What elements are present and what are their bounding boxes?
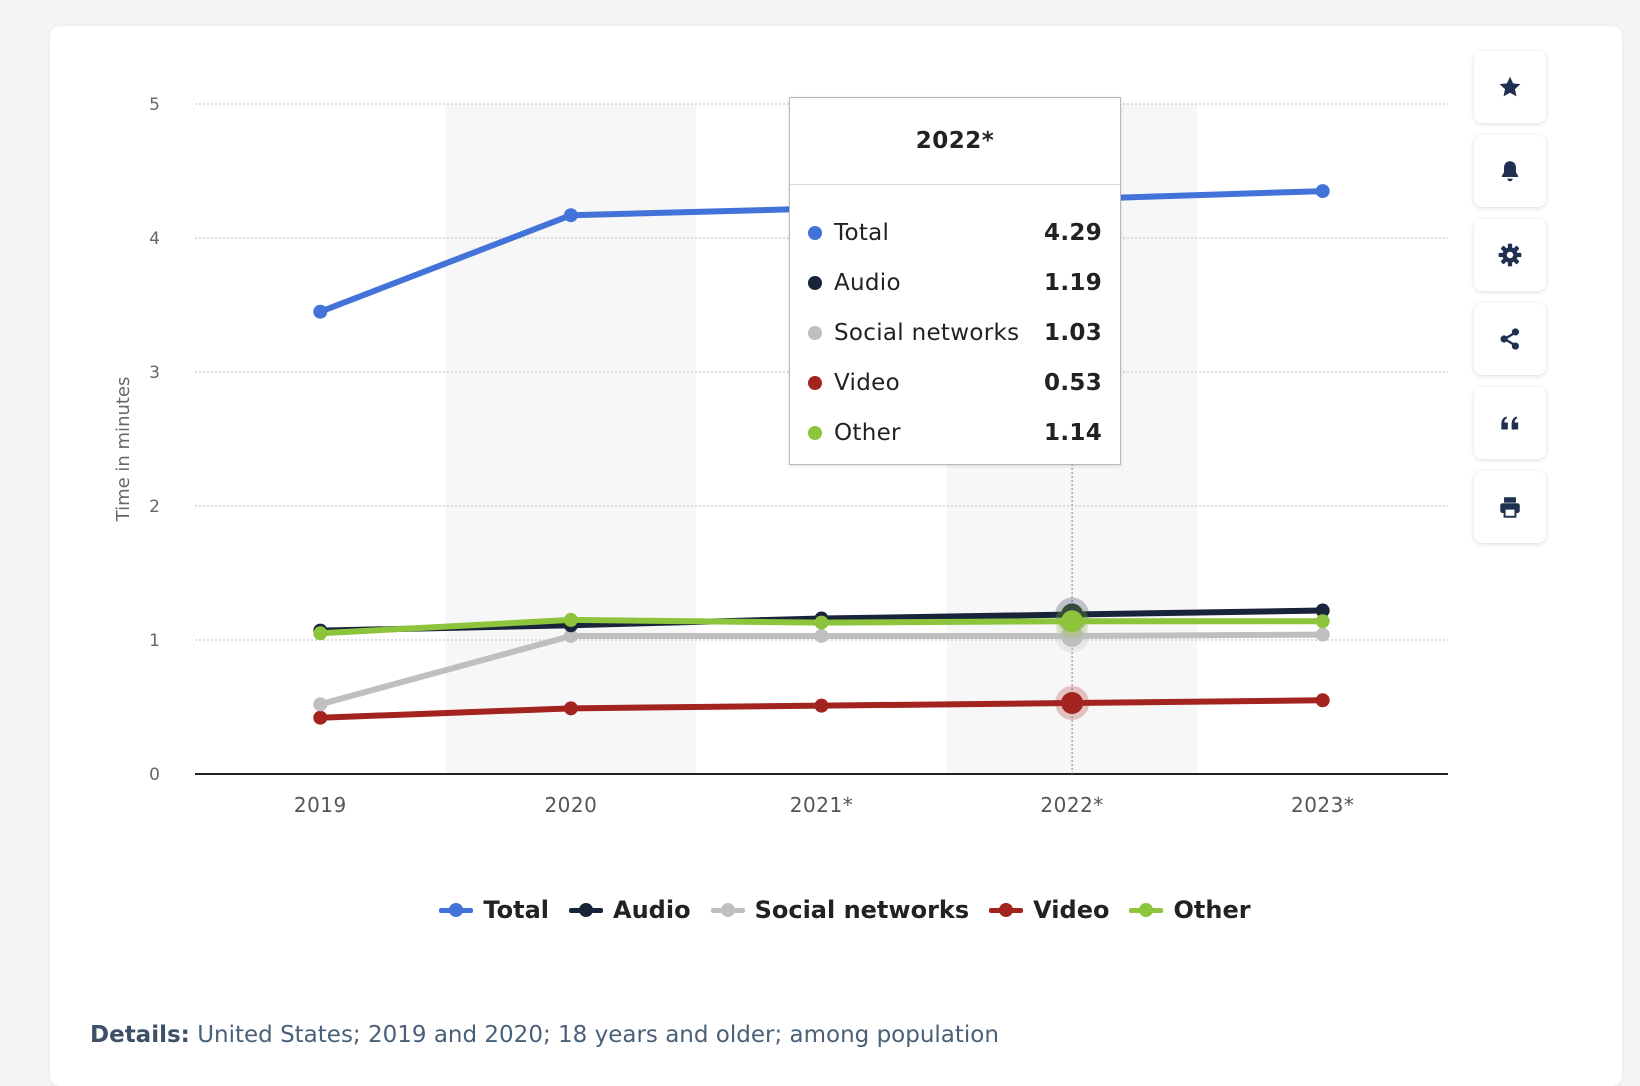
data-point-audio [1315, 603, 1330, 618]
tooltip-dot-total [808, 226, 822, 240]
favorite-button[interactable] [1474, 51, 1546, 123]
tooltip-value: 1.19 [1044, 270, 1102, 296]
tooltip-name: Video [834, 370, 900, 396]
star-icon [1499, 76, 1521, 97]
bell-icon [1501, 161, 1519, 182]
data-point-social-networks [313, 697, 328, 712]
x-tick-label: 2022* [1040, 793, 1103, 817]
data-point-video [1061, 691, 1084, 714]
notification-button[interactable] [1474, 135, 1546, 207]
y-tick-label: 4 [149, 229, 160, 249]
data-point-total [313, 304, 328, 319]
x-tick-label: 2021* [790, 793, 853, 817]
data-point-total [563, 208, 578, 223]
chart-tooltip: 2022* Total 4.29 Audio 1.19 Social netwo… [789, 97, 1121, 465]
legend-label: Other [1173, 896, 1251, 924]
tooltip-value: 1.14 [1044, 420, 1102, 446]
tooltip-name: Audio [834, 270, 901, 296]
y-tick-label: 0 [149, 765, 160, 785]
data-point-video [563, 701, 578, 716]
tooltip-row-other: Other 1.14 [808, 413, 1102, 453]
legend-label: Total [483, 896, 549, 924]
x-tick-label: 2020 [544, 793, 597, 817]
chart-card: 0 1 2 3 4 5 2019 2020 2021* 2022* 2023* Time in min… [50, 26, 1622, 1086]
data-point-other [1315, 614, 1330, 629]
tooltip-dot-other [808, 426, 822, 440]
tooltip-dot-video [808, 376, 822, 390]
tooltip-row-total: Total 4.29 [808, 213, 1102, 253]
data-point-video [814, 698, 829, 713]
legend-item-social-networks[interactable]: Social networks [710, 896, 970, 924]
chart-details: Details: United States; 2019 and 2020; 1… [90, 1022, 999, 1048]
legend-swatch-other [1129, 903, 1164, 917]
share-button[interactable] [1474, 303, 1546, 375]
chart-legend: Total Audio Social networks Video Other [50, 896, 1640, 924]
tooltip-row-audio: Audio 1.19 [808, 263, 1102, 303]
print-icon [1500, 497, 1520, 518]
tooltip-dot-audio [808, 276, 822, 290]
data-point-social-networks [563, 628, 578, 643]
data-point-total [1315, 184, 1330, 199]
quote-icon [1501, 416, 1519, 430]
share-icon [1500, 328, 1519, 350]
data-point-other [313, 626, 328, 641]
print-button[interactable] [1474, 471, 1546, 543]
legend-label: Audio [613, 896, 691, 924]
x-tick-label: 2023* [1291, 793, 1354, 817]
tooltip-title: 2022* [790, 98, 1120, 185]
column-band [445, 104, 697, 774]
tooltip-dot-social-networks [808, 326, 822, 340]
tooltip-value: 1.03 [1044, 320, 1102, 346]
tooltip-row-social-networks: Social networks 1.03 [808, 313, 1102, 353]
legend-swatch-video [989, 903, 1024, 917]
data-point-social-networks [1315, 627, 1330, 642]
y-tick-label: 5 [149, 95, 160, 115]
cite-button[interactable] [1474, 387, 1546, 459]
legend-label: Video [1033, 896, 1110, 924]
data-point-social-networks [814, 628, 829, 643]
tooltip-name: Total [834, 220, 890, 246]
legend-item-video[interactable]: Video [989, 896, 1109, 924]
tooltip-name: Social networks [834, 320, 1020, 346]
y-tick-label: 1 [149, 631, 160, 651]
y-axis-title: Time in minutes [113, 377, 134, 523]
data-point-video [313, 710, 328, 725]
details-label: Details: [90, 1022, 190, 1048]
tooltip-value: 4.29 [1044, 220, 1102, 246]
settings-button[interactable] [1474, 219, 1546, 291]
details-text: United States; 2019 and 2020; 18 years a… [197, 1022, 999, 1048]
data-point-other [1061, 610, 1084, 633]
gear-icon [1498, 243, 1522, 267]
tooltip-value: 0.53 [1044, 370, 1102, 396]
data-point-other [814, 615, 829, 630]
data-point-other [563, 612, 578, 627]
legend-item-total[interactable]: Total [439, 896, 549, 924]
legend-label: Social networks [754, 896, 970, 924]
legend-swatch-total [439, 903, 474, 917]
y-tick-label: 2 [149, 497, 160, 517]
legend-item-other[interactable]: Other [1129, 896, 1251, 924]
legend-swatch-social-networks [710, 903, 745, 917]
tooltip-row-video: Video 0.53 [808, 363, 1102, 403]
legend-item-audio[interactable]: Audio [569, 896, 691, 924]
tooltip-name: Other [834, 420, 901, 446]
y-tick-label: 3 [149, 363, 160, 383]
x-tick-label: 2019 [294, 793, 347, 817]
data-point-video [1315, 693, 1330, 708]
legend-swatch-audio [569, 903, 603, 917]
